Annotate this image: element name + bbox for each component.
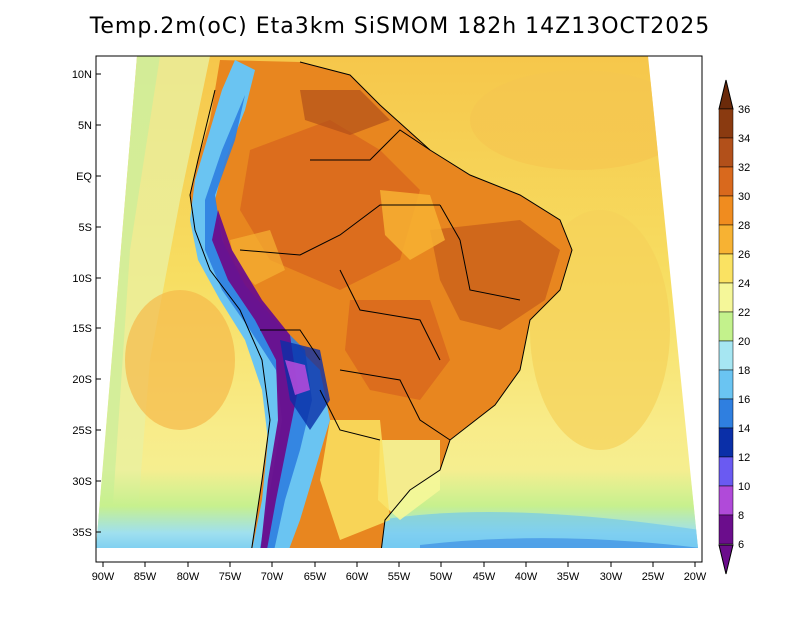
colorbar-label: 28: [738, 220, 750, 232]
boundaries: [189, 61, 573, 548]
lon-label: 65W: [304, 571, 327, 583]
lat-label: 10N: [72, 69, 92, 81]
lon-label: 60W: [346, 571, 369, 583]
colorbar-segment: [718, 253, 734, 284]
colorbar-label: 30: [738, 191, 750, 203]
lon-label: 35W: [557, 571, 580, 583]
lon-label: 30W: [600, 571, 623, 583]
lat-label: 30S: [72, 476, 92, 488]
colorbar-label: 14: [738, 423, 750, 435]
colorbar-segment: [718, 427, 734, 458]
lon-label: 20W: [684, 571, 707, 583]
lat-label: 5N: [78, 120, 92, 132]
colorbar-bottom-arrow: [718, 544, 734, 575]
latitude-axis: 10N 5N EQ 5S 10S 15S 20S 25S 30S 35S: [72, 69, 101, 539]
colorbar-label: 16: [738, 394, 750, 406]
lat-label: 10S: [72, 273, 92, 285]
colorbar-segment: [718, 456, 734, 487]
colorbar-label: 32: [738, 162, 750, 174]
colorbar-label: 34: [738, 133, 750, 145]
lon-label: 90W: [92, 571, 115, 583]
lon-label: 80W: [177, 571, 200, 583]
lat-label: EQ: [76, 171, 92, 183]
colorbar-label: 20: [738, 336, 750, 348]
lon-label: 40W: [515, 571, 538, 583]
model-domain: [96, 56, 698, 548]
colorbar-segment: [718, 224, 734, 255]
lat-label: 20S: [72, 374, 92, 386]
colorbar-label: 26: [738, 249, 750, 261]
lat-label: 15S: [72, 323, 92, 335]
colorbar-label: 8: [738, 510, 744, 522]
colorbar-segment: [718, 485, 734, 516]
colorbar-segment: [718, 195, 734, 226]
lat-label: 35S: [72, 527, 92, 539]
colorbar-label: 10: [738, 481, 750, 493]
colorbar-segment: [718, 340, 734, 371]
colorbar-label: 6: [738, 539, 744, 551]
colorbar-segment: [718, 398, 734, 429]
colorbar-label: 18: [738, 365, 750, 377]
colorbar-segment: [718, 369, 734, 400]
colorbar-segment: [718, 166, 734, 197]
colorbar-label: 36: [738, 104, 750, 116]
colorbar-segment: [718, 311, 734, 342]
longitude-axis: 90W 85W 80W 75W 70W 65W 60W 55W 50W 45W …: [92, 562, 707, 583]
colorbar-label: 24: [738, 278, 750, 290]
lon-label: 50W: [430, 571, 453, 583]
lon-label: 55W: [388, 571, 411, 583]
colorbar-top-arrow: [718, 79, 734, 110]
lon-label: 25W: [642, 571, 665, 583]
colorbar-segment: [718, 282, 734, 313]
lon-label: 85W: [134, 571, 157, 583]
colorbar-label: 22: [738, 307, 750, 319]
map-title: Temp.2m(oC) Eta3km SiSMOM 182h 14Z13OCT2…: [89, 14, 711, 39]
lon-label: 75W: [219, 571, 242, 583]
colorbar: 36 34 32 30 28 26 24 22 20 18 16 14 12 1…: [718, 79, 750, 575]
lat-label: 25S: [72, 425, 92, 437]
lon-label: 45W: [473, 571, 496, 583]
lon-label: 70W: [261, 571, 284, 583]
colorbar-segment: [718, 514, 734, 545]
lat-label: 5S: [79, 222, 92, 234]
colorbar-segment: [718, 137, 734, 168]
colorbar-segment: [718, 108, 734, 139]
colorbar-label: 12: [738, 452, 750, 464]
